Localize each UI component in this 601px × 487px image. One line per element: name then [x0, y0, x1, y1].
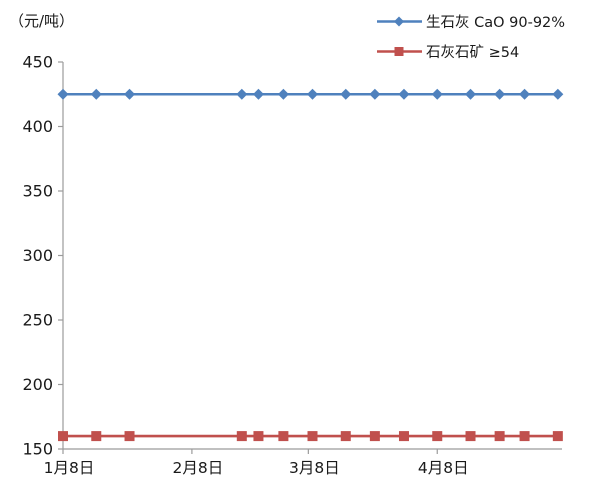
series-marker-diamond [236, 88, 248, 100]
series-marker-diamond [465, 88, 477, 100]
series-marker-square [369, 431, 380, 442]
series-marker-square [340, 431, 351, 442]
x-tick-label: 4月8日 [418, 459, 469, 477]
line-diamond-marker-icon [377, 16, 422, 27]
series-marker-square [394, 47, 404, 56]
series-marker-square [519, 431, 530, 442]
legend: 生石灰 CaO 90-92% 石灰石矿 ≥54 [376, 12, 565, 72]
series-marker-diamond [124, 88, 136, 100]
series-marker-diamond [398, 88, 410, 100]
line-square-marker-icon [377, 47, 422, 56]
y-tick-label: 250 [22, 311, 53, 330]
series-marker-diamond [90, 88, 102, 100]
y-axis-unit-label: （元/吨） [9, 12, 75, 30]
series-marker-square [58, 431, 68, 442]
series-marker-square [236, 431, 247, 442]
x-tick-label: 1月8日 [44, 459, 95, 477]
series-marker-diamond [252, 88, 264, 100]
series-marker-diamond [494, 88, 506, 100]
series-marker-square [253, 431, 264, 442]
legend-item-limestone: 石灰石矿 ≥54 [376, 42, 565, 61]
series-marker-square [465, 431, 476, 442]
series-marker-square [278, 431, 289, 442]
y-tick-label: 400 [22, 117, 53, 136]
series-marker-square [91, 431, 102, 442]
y-tick-label: 150 [22, 440, 53, 459]
series-marker-diamond [519, 88, 531, 100]
series-marker-square [307, 431, 318, 442]
y-tick-label: 450 [22, 53, 53, 72]
x-tick-label: 2月8日 [173, 459, 224, 477]
series-marker-diamond [552, 88, 564, 100]
series-marker-diamond [394, 16, 404, 27]
series-marker-diamond [369, 88, 381, 100]
series-marker-diamond [307, 88, 318, 100]
series-marker-diamond [340, 88, 352, 100]
series-marker-diamond [431, 88, 443, 100]
y-tick-label: 350 [22, 182, 53, 201]
series-marker-diamond [277, 88, 289, 100]
y-tick-label: 300 [22, 246, 53, 265]
series-marker-diamond [57, 88, 69, 100]
series-marker-square [552, 431, 563, 442]
series-marker-square [494, 431, 505, 442]
legend-label-limestone: 石灰石矿 ≥54 [426, 45, 520, 61]
series-marker-square [398, 431, 409, 442]
series-marker-square [124, 431, 135, 442]
legend-label-quicklime: 生石灰 CaO 90-92% [426, 15, 566, 31]
x-tick-label: 3月8日 [289, 459, 340, 477]
series-marker-square [432, 431, 443, 442]
y-tick-label: 200 [22, 375, 53, 394]
legend-item-quicklime: 生石灰 CaO 90-92% [376, 12, 565, 31]
